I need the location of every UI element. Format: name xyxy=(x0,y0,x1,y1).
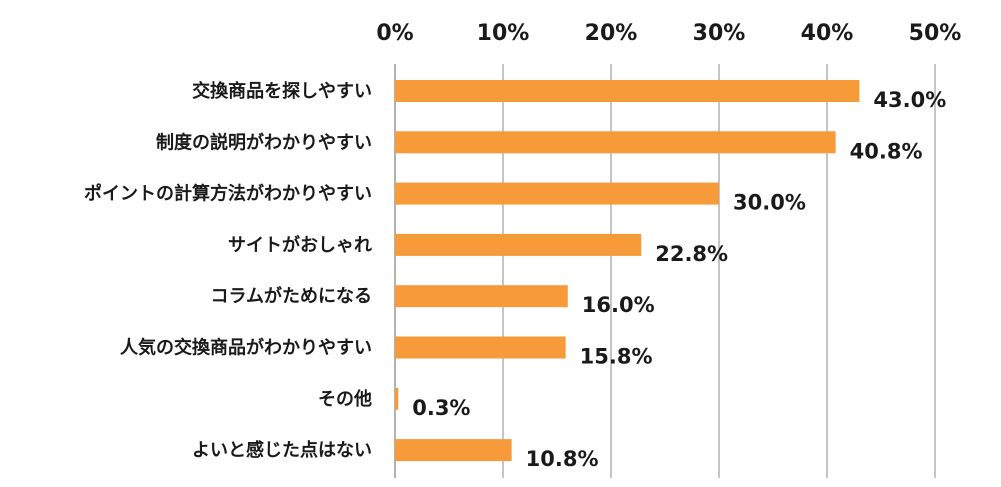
bar xyxy=(395,387,399,410)
x-axis-tick-labels: 0% 10% 20% 30% 40% 50% xyxy=(376,21,961,46)
x-tick-label: 20% xyxy=(585,21,638,46)
data-label: 15.8% xyxy=(580,345,653,369)
bars xyxy=(395,80,860,462)
data-label: 40.8% xyxy=(850,139,923,163)
bar xyxy=(395,336,566,359)
data-label: 22.8% xyxy=(655,242,728,266)
bar xyxy=(395,182,719,205)
data-label: 16.0% xyxy=(582,293,655,317)
x-tick-label: 50% xyxy=(909,21,962,46)
category-label: ポイントの計算方法がわかりやすい xyxy=(84,183,372,205)
bar xyxy=(395,285,568,308)
category-label: その他 xyxy=(318,388,372,410)
x-tick-label: 40% xyxy=(801,21,854,46)
data-label: 0.3% xyxy=(412,396,470,420)
x-tick-label: 10% xyxy=(477,21,530,46)
bar xyxy=(395,131,836,154)
x-tick-label: 0% xyxy=(376,21,413,46)
bar xyxy=(395,233,642,256)
category-label: サイトがおしゃれ xyxy=(228,234,372,256)
data-label: 30.0% xyxy=(733,191,806,215)
data-labels: 43.0% 40.8% 30.0% 22.8% 16.0% 15.8% 0.3% 10.8% xyxy=(412,88,946,471)
grid-lines xyxy=(394,64,936,478)
category-label: コラムがためになる xyxy=(211,285,372,307)
bar xyxy=(395,439,512,462)
category-label: よいと感じた点はない xyxy=(192,439,372,461)
data-label: 43.0% xyxy=(873,88,946,112)
category-label: 人気の交換商品がわかりやすい xyxy=(120,337,372,359)
category-label: 交換商品を探しやすい xyxy=(192,80,372,102)
category-label: 制度の説明がわかりやすい xyxy=(156,131,372,153)
x-tick-label: 30% xyxy=(693,21,746,46)
category-labels: 交換商品を探しやすい制度の説明がわかりやすいポイントの計算方法がわかりやすいサイ… xyxy=(84,80,372,461)
bar xyxy=(395,80,860,102)
data-label: 10.8% xyxy=(526,447,599,471)
